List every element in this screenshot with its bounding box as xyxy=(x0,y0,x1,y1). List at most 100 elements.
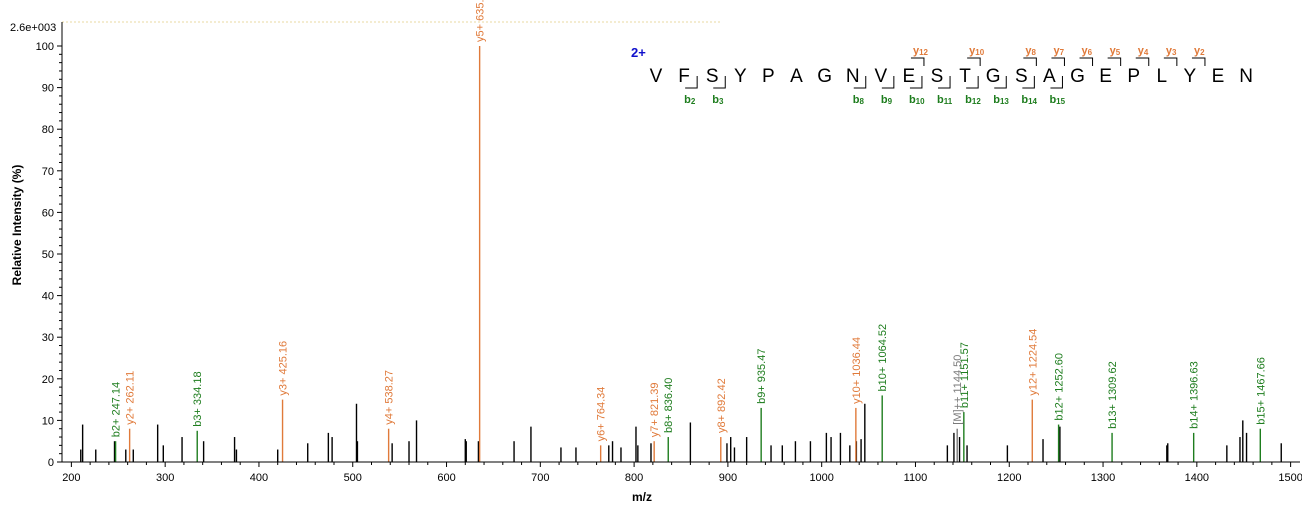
y-tick-label: 20 xyxy=(42,374,54,386)
sequence-residue: V xyxy=(874,66,887,87)
x-tick-label: 900 xyxy=(719,472,737,484)
x-tick-label: 500 xyxy=(344,472,362,484)
y-tick-label: 40 xyxy=(42,291,54,303)
sequence-residue: S xyxy=(1015,66,1028,87)
y-tick-label: 0 xyxy=(48,457,54,469)
peak-label: b9+ 935.47 xyxy=(756,349,768,404)
b-fragment-label: b10 xyxy=(909,94,925,106)
b-fragment-bracket xyxy=(909,76,923,89)
peak-label: b15+ 1467.66 xyxy=(1255,357,1267,425)
max-intensity-label: 2.6e+003 xyxy=(10,22,56,34)
y-axis-title: Relative Intensity (%) xyxy=(10,165,24,286)
peak-label: b10+ 1064.52 xyxy=(877,324,889,392)
b-fragment-label: b13 xyxy=(993,94,1009,106)
x-tick-label: 1300 xyxy=(1091,472,1115,484)
x-axis-title: m/z xyxy=(632,490,652,504)
sequence-residue: T xyxy=(959,66,971,87)
peak-labels-layer: b2+ 247.14 y2+ 262.11 b3+ 334.18 y3+ 425.16… xyxy=(111,0,1268,441)
y-fragment-label: y12 xyxy=(913,45,929,57)
y-axis-ticks: 0 10 20 30 40 50 60 70 80 90 100 xyxy=(36,41,62,469)
x-tick-label: 1200 xyxy=(997,472,1021,484)
y-tick-label: 10 xyxy=(42,415,54,427)
peak-label: y3+ 425.16 xyxy=(278,341,290,396)
sequence-residue: Y xyxy=(734,66,747,87)
y-tick-label: 80 xyxy=(42,124,54,136)
y-tick-label: 60 xyxy=(42,207,54,219)
peak-label: y2+ 262.11 xyxy=(125,371,137,425)
b-fragment-bracket xyxy=(1022,76,1035,89)
sequence-residue: N xyxy=(846,66,860,87)
sequence-residue: Y xyxy=(1184,66,1197,87)
peak-label: b14+ 1396.63 xyxy=(1189,361,1201,429)
y-fragment-label: y3 xyxy=(1166,45,1177,57)
b-fragment-label: b11 xyxy=(937,94,953,106)
sequence-residue: L xyxy=(1157,66,1168,87)
b-fragment-label: b8 xyxy=(853,94,865,106)
y-fragment-bracket xyxy=(910,57,925,66)
y-fragment-label: y8 xyxy=(1025,45,1036,57)
peak-label: y7+ 821.39 xyxy=(649,382,661,437)
y-fragment-bracket xyxy=(1051,57,1065,66)
b-fragment-bracket xyxy=(713,76,726,89)
x-tick-label: 600 xyxy=(437,472,455,484)
sequence-residue: A xyxy=(790,66,803,87)
y-tick-label: 90 xyxy=(42,83,54,95)
b-fragment-label: b2 xyxy=(684,94,696,106)
sequence-residue: G xyxy=(1070,66,1085,87)
sequence-residue: P xyxy=(762,66,775,87)
x-tick-label: 1400 xyxy=(1185,472,1209,484)
y-fragment-bracket xyxy=(1107,57,1122,66)
y-fragment-label: y6 xyxy=(1082,45,1093,57)
peak-label: b11+ 1151.57 xyxy=(959,342,971,408)
y-fragment-label: y4 xyxy=(1138,45,1149,57)
b-fragment-bracket xyxy=(853,76,867,89)
x-tick-label: 700 xyxy=(531,472,549,484)
peak-label: y12+ 1224.54 xyxy=(1027,329,1039,396)
y-tick-label: 70 xyxy=(42,166,54,178)
y-tick-label: 30 xyxy=(42,332,54,344)
y-fragment-bracket xyxy=(1079,57,1094,66)
peak-label: y4+ 538.27 xyxy=(384,370,396,425)
peak-label: [M]++ 1144.50 xyxy=(952,355,964,425)
x-tick-label: 800 xyxy=(625,472,643,484)
peak-label: y8+ 892.42 xyxy=(716,378,728,433)
x-tick-label: 1100 xyxy=(904,472,928,484)
b-fragment-label: b12 xyxy=(965,94,981,106)
y-tick-label: 50 xyxy=(42,249,54,261)
y-fragment-label: y10 xyxy=(969,45,985,57)
sequence-residue: A xyxy=(1043,66,1056,87)
peak-label: b12+ 1252.60 xyxy=(1054,353,1066,421)
peak-label: y5+ 635.3 xyxy=(475,0,487,42)
b-fragment-bracket xyxy=(881,76,895,89)
y-fragment-bracket xyxy=(1023,57,1037,66)
y-fragment-bracket xyxy=(967,57,981,66)
sequence-residue: E xyxy=(1099,66,1112,87)
sequence-residue: N xyxy=(1239,66,1253,87)
b-fragment-bracket xyxy=(938,76,951,89)
sequence-residue: F xyxy=(678,66,690,87)
b-fragment-label: b15 xyxy=(1049,94,1065,106)
y-tick-label: 100 xyxy=(36,41,54,53)
x-tick-label: 300 xyxy=(156,472,174,484)
y-fragment-bracket xyxy=(1191,57,1206,66)
sequence-residue: P xyxy=(1127,66,1140,87)
charge-state-label: 2+ xyxy=(631,45,646,60)
sequence-residue: S xyxy=(931,66,944,87)
sequence-residue: S xyxy=(706,66,719,87)
peak-label: b13+ 1309.62 xyxy=(1107,361,1119,429)
x-tick-label: 400 xyxy=(250,472,268,484)
sequence-residue: G xyxy=(817,66,832,87)
peak-label: b8+ 836.40 xyxy=(663,378,675,433)
x-tick-label: 1500 xyxy=(1278,472,1302,484)
peaks-layer xyxy=(80,46,1282,462)
b-fragment-bracket xyxy=(1050,76,1063,89)
y-fragment-bracket xyxy=(1163,57,1178,66)
y-fragment-label: y5 xyxy=(1110,45,1121,57)
peak-label: y10+ 1036.44 xyxy=(851,337,863,404)
sequence-residue: G xyxy=(986,66,1001,87)
sequence-residue: E xyxy=(1212,66,1225,87)
x-tick-label: 200 xyxy=(62,472,80,484)
peak-label: y6+ 764.34 xyxy=(596,387,608,442)
